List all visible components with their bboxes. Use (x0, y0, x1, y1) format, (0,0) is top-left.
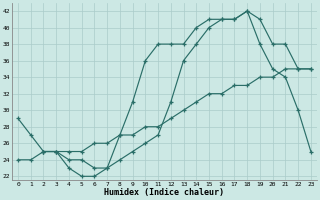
X-axis label: Humidex (Indice chaleur): Humidex (Indice chaleur) (104, 188, 224, 197)
